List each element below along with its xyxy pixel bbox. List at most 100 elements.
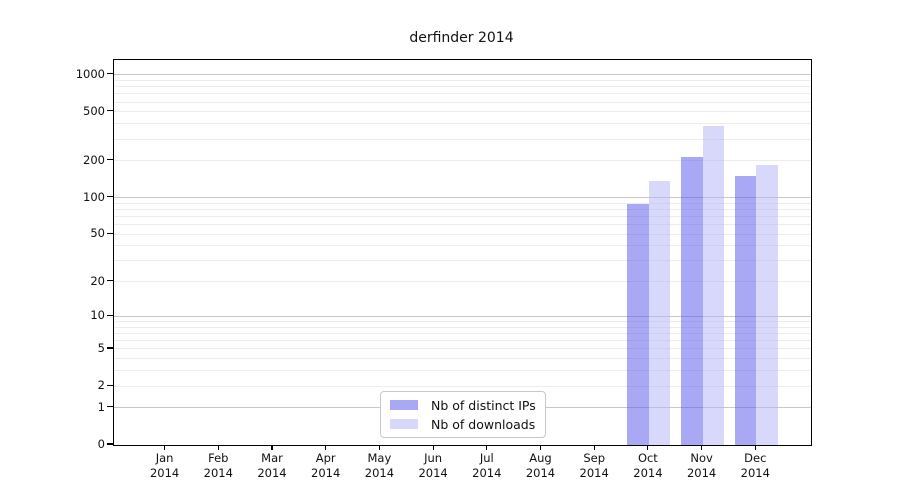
x-tick-month: May <box>367 451 392 465</box>
legend-swatch-distinct-ips <box>390 400 418 410</box>
gridline-minor <box>114 138 811 140</box>
x-tick-label: Sep 2014 <box>559 451 629 481</box>
gridline-minor <box>114 281 811 283</box>
gridline-minor <box>114 123 811 125</box>
y-tick <box>107 232 113 234</box>
x-tick-month: Jun <box>424 451 443 465</box>
legend-item-distinct-ips: Nb of distinct IPs <box>387 396 539 415</box>
x-tick-year: 2014 <box>418 466 448 480</box>
x-tick <box>325 445 327 450</box>
x-tick-label: Aug 2014 <box>506 451 576 481</box>
y-tick <box>107 314 113 317</box>
x-tick-month: Sep <box>583 451 606 465</box>
gridline-minor <box>114 101 811 103</box>
x-tick <box>647 445 649 450</box>
legend: Nb of distinct IPs Nb of downloads <box>380 391 546 438</box>
bar-downloads-nov <box>702 125 725 445</box>
gridline-minor <box>114 340 811 342</box>
x-tick-month: Apr <box>315 451 336 465</box>
gridline-minor <box>114 321 811 323</box>
x-tick-label: Apr 2014 <box>291 451 361 481</box>
legend-item-downloads: Nb of downloads <box>387 415 539 434</box>
gridline-minor <box>114 358 811 360</box>
x-tick-label: Jun 2014 <box>398 451 468 481</box>
y-tick-label: 20 <box>90 273 105 288</box>
gridline-minor <box>114 260 811 262</box>
y-tick-label: 1 <box>97 399 105 414</box>
gridline-major <box>114 197 811 199</box>
gridline-minor <box>114 233 811 235</box>
bar-distinct-ips-dec <box>734 176 757 445</box>
x-tick-year: 2014 <box>740 466 770 480</box>
bar-downloads-dec <box>756 164 778 445</box>
gridline-minor <box>114 224 811 226</box>
x-tick-month: Jan <box>155 451 174 465</box>
x-tick-month: Jul <box>479 451 494 465</box>
x-tick-year: 2014 <box>311 466 341 480</box>
gridline-minor <box>114 202 811 204</box>
bar-distinct-ips-oct <box>627 203 649 445</box>
y-tick-label: 5 <box>97 340 105 355</box>
x-tick-label: May 2014 <box>344 451 414 481</box>
y-tick <box>107 347 113 349</box>
x-tick-label: Jul 2014 <box>452 451 522 481</box>
gridline-minor <box>114 86 811 88</box>
x-tick <box>593 445 595 450</box>
x-tick-year: 2014 <box>203 466 233 480</box>
y-tick <box>107 159 113 161</box>
x-tick-year: 2014 <box>257 466 287 480</box>
gridline-minor <box>114 333 811 335</box>
x-tick-label: Jan 2014 <box>130 451 200 481</box>
y-tick <box>107 196 113 198</box>
x-tick-year: 2014 <box>579 466 609 480</box>
y-tick-label: 2 <box>97 378 105 393</box>
x-tick-month: Nov <box>690 451 713 465</box>
legend-label-downloads: Nb of downloads <box>431 416 536 432</box>
gridline-minor <box>114 79 811 81</box>
x-tick-month: Mar <box>261 451 283 465</box>
y-tick-label: 500 <box>83 103 105 118</box>
y-tick-label: 50 <box>90 226 105 241</box>
x-tick-label: Mar 2014 <box>237 451 307 481</box>
gridline-minor <box>114 245 811 247</box>
gridline-major <box>114 315 811 317</box>
x-tick-year: 2014 <box>472 466 502 480</box>
gridline-minor <box>114 93 811 95</box>
x-tick-label: Dec 2014 <box>720 451 790 481</box>
x-tick <box>378 445 380 450</box>
gridline-major <box>114 74 811 76</box>
y-tick <box>107 443 113 445</box>
gridline-minor <box>114 160 811 162</box>
x-tick-month: Feb <box>208 451 229 465</box>
y-tick <box>107 384 113 386</box>
y-tick-label: 1000 <box>75 66 105 81</box>
gridline-minor <box>114 111 811 113</box>
x-tick-year: 2014 <box>686 466 717 480</box>
x-tick-month: Dec <box>744 451 767 465</box>
x-tick-month: Oct <box>637 451 658 465</box>
gridline-minor <box>114 348 811 350</box>
bar-downloads-oct <box>648 180 671 445</box>
y-tick-label: 10 <box>90 308 105 323</box>
x-tick <box>164 445 166 450</box>
x-tick-label: Feb 2014 <box>183 451 253 481</box>
x-tick <box>432 445 434 450</box>
x-tick <box>539 445 542 450</box>
y-tick-label: 0 <box>97 437 105 451</box>
x-tick-year: 2014 <box>633 466 663 480</box>
y-tick <box>107 280 113 282</box>
x-tick <box>217 445 219 450</box>
x-tick-year: 2014 <box>364 466 395 480</box>
gridline-minor <box>114 208 811 210</box>
chart-title: derfinder 2014 <box>409 30 514 46</box>
x-tick <box>754 445 756 450</box>
y-tick <box>107 110 113 112</box>
y-tick <box>107 73 113 75</box>
legend-label-distinct-ips: Nb of distinct IPs <box>431 397 536 413</box>
x-tick-label: Nov 2014 <box>667 451 737 481</box>
gridline-minor <box>114 326 811 328</box>
legend-swatch-downloads <box>390 419 418 429</box>
x-tick <box>701 445 703 450</box>
y-tick-label: 200 <box>83 152 105 167</box>
